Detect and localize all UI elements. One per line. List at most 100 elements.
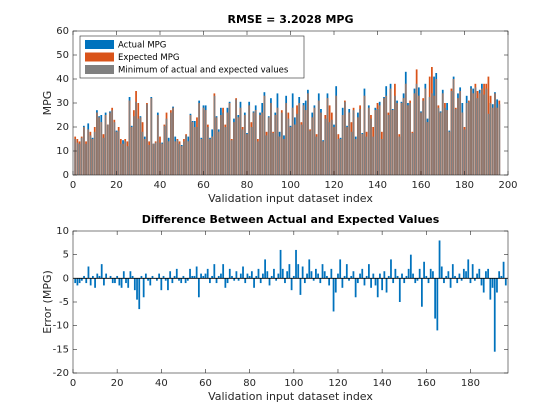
bar [492, 107, 494, 175]
bar [331, 119, 333, 175]
bar [224, 127, 226, 175]
bar [424, 88, 427, 175]
bar [170, 112, 172, 175]
bar [124, 141, 126, 175]
bar [480, 278, 483, 286]
bar [259, 278, 262, 284]
x-tick-label: 160 [411, 180, 430, 191]
bar [478, 268, 481, 279]
bar [253, 278, 255, 288]
bar [126, 146, 129, 175]
bar [425, 275, 428, 279]
bar [433, 95, 435, 175]
legend-swatch [85, 52, 114, 62]
bar [379, 273, 381, 279]
bar [413, 93, 416, 175]
bar [469, 278, 472, 284]
bar [189, 268, 191, 279]
bar [429, 268, 432, 279]
y-tick-label: 50 [56, 50, 69, 61]
bar [311, 117, 313, 175]
bar [85, 278, 88, 284]
bar [498, 104, 500, 175]
bar [299, 278, 302, 295]
bar [244, 278, 247, 284]
bar [80, 278, 83, 281]
bar [418, 268, 421, 279]
bar [111, 278, 114, 284]
bar [224, 278, 227, 288]
bar [292, 107, 294, 175]
bar [131, 275, 134, 279]
bar [427, 278, 430, 284]
bar [301, 266, 304, 279]
bar [98, 117, 100, 175]
bar [98, 275, 101, 279]
bar [292, 275, 295, 279]
chart-title: Difference Between Actual and Expected V… [142, 213, 440, 226]
bar [176, 140, 179, 175]
bar [78, 278, 81, 284]
bar [109, 112, 111, 175]
bar [452, 79, 455, 175]
bar [204, 273, 207, 279]
bar [476, 98, 479, 175]
bar [470, 88, 472, 175]
x-axis-label: Validation input dataset index [208, 192, 373, 205]
bar [431, 93, 433, 175]
bar [87, 129, 89, 175]
bar [162, 275, 165, 279]
bar [259, 115, 261, 175]
bar [196, 127, 198, 175]
bar [160, 278, 163, 291]
bar [416, 278, 419, 281]
bar [131, 127, 133, 175]
x-tick-label: 140 [373, 378, 392, 389]
bar [409, 103, 411, 175]
bar [161, 143, 163, 175]
bar [78, 143, 81, 175]
y-tick-label: 10 [56, 146, 69, 157]
bar [445, 275, 448, 279]
bar [432, 271, 434, 279]
bar [363, 278, 366, 286]
bar [442, 93, 444, 175]
bar [248, 275, 251, 279]
bar [481, 88, 483, 175]
bar [270, 103, 272, 175]
bar [272, 133, 274, 175]
bar [116, 275, 119, 279]
bar [239, 273, 242, 279]
bar [178, 143, 181, 175]
bar [83, 127, 85, 175]
bar [295, 249, 297, 279]
bar [151, 275, 154, 279]
bar [305, 110, 307, 175]
bar [448, 131, 450, 175]
bar [184, 278, 187, 284]
bar [122, 271, 125, 279]
bar [482, 278, 485, 293]
bar [189, 115, 192, 175]
bar [423, 261, 425, 279]
bar [209, 139, 211, 175]
bar [474, 87, 477, 175]
bar [220, 273, 222, 279]
bar [402, 98, 405, 175]
bar [200, 139, 202, 175]
bar [262, 273, 264, 279]
x-axis-label: Validation input dataset index [208, 390, 373, 403]
x-tick-label: 200 [498, 180, 517, 191]
bar [407, 105, 409, 175]
bar [361, 134, 363, 175]
bar [222, 112, 224, 175]
bar [156, 278, 158, 281]
bar [485, 271, 487, 279]
bar [294, 124, 296, 175]
bar [89, 135, 92, 175]
bar [421, 278, 423, 307]
x-tick-label: 40 [154, 180, 167, 191]
bar [381, 278, 384, 291]
bar [348, 112, 350, 175]
legend-label: Minimum of actual and expected values [118, 66, 289, 76]
